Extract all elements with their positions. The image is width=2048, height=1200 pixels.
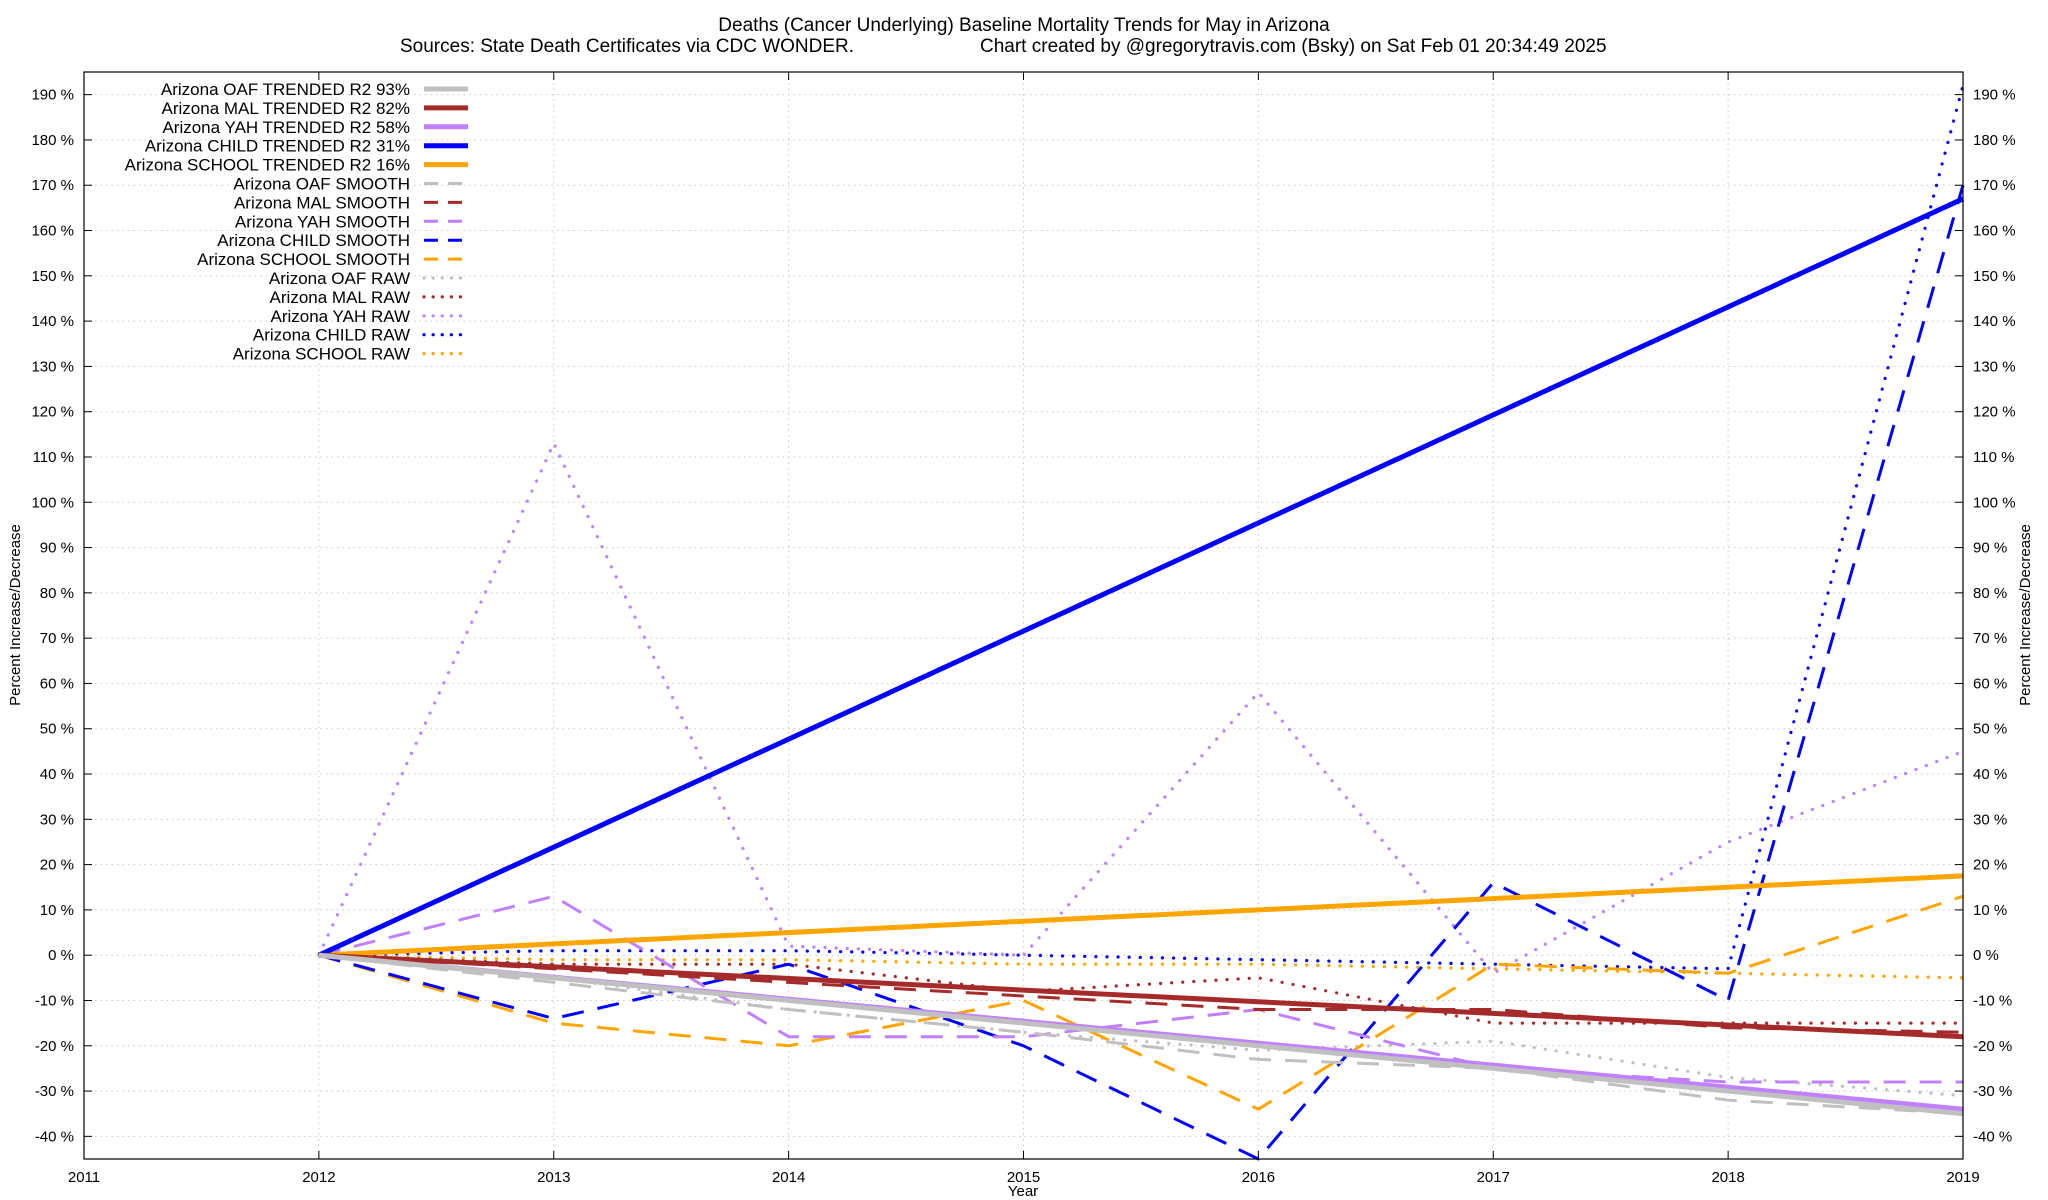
y-tick-label: 30 %: [40, 811, 74, 828]
y2-tick-label: 180 %: [1973, 132, 2016, 149]
chart-subtitle-left: Sources: State Death Certificates via CD…: [400, 36, 854, 57]
y2-tick-label: 30 %: [1973, 811, 2007, 828]
y2-tick-label: 0 %: [1973, 947, 1999, 964]
legend-label: Arizona CHILD TRENDED R2 31%: [145, 137, 410, 156]
y2-tick-label: 190 %: [1973, 87, 2016, 104]
x-tick-label: 2012: [302, 1169, 335, 1186]
y-tick-label: 130 %: [31, 358, 74, 375]
legend-label: Arizona SCHOOL RAW: [233, 345, 410, 364]
y2-tick-label: 20 %: [1973, 857, 2007, 874]
legend-label: Arizona CHILD RAW: [253, 326, 410, 345]
y-tick-label: 0 %: [48, 947, 74, 964]
legend-label: Arizona SCHOOL SMOOTH: [197, 250, 410, 269]
series-line-4: [317, 196, 1965, 958]
y2-tick-label: 160 %: [1973, 223, 2016, 240]
y-tick-label: 10 %: [40, 902, 74, 919]
series-line-2: [318, 952, 1964, 1040]
y2-tick-label: -10 %: [1973, 992, 2012, 1009]
y-axis-label: Percent Increase/Decrease: [7, 524, 24, 706]
legend: Arizona OAF TRENDED R2 93%Arizona MAL TR…: [125, 80, 470, 364]
legend-label: Arizona CHILD SMOOTH: [217, 231, 410, 250]
y-tick-label: 140 %: [31, 313, 74, 330]
y-tick-label: 100 %: [31, 494, 74, 511]
y2-tick-label: 70 %: [1973, 630, 2007, 647]
legend-label: Arizona MAL SMOOTH: [234, 193, 410, 212]
legend-label: Arizona YAH RAW: [270, 307, 410, 326]
x-tick-label: 2016: [1242, 1169, 1275, 1186]
y2-tick-label: 170 %: [1973, 177, 2016, 194]
y-tick-label: 20 %: [40, 857, 74, 874]
y2-tick-label: 110 %: [1973, 449, 2014, 466]
x-tick-label: 2019: [1946, 1169, 1979, 1186]
y2-tick-label: -30 %: [1973, 1083, 2012, 1100]
y-tick-label: 60 %: [40, 675, 74, 692]
y2-axis-label: Percent Increase/Decrease: [2017, 524, 2034, 706]
x-tick-label: 2017: [1477, 1169, 1510, 1186]
y-tick-label: 150 %: [31, 268, 74, 285]
x-axis-label: Year: [1008, 1183, 1038, 1200]
x-tick-label: 2013: [537, 1169, 570, 1186]
y-tick-label: 70 %: [40, 630, 74, 647]
y2-tick-label: -20 %: [1973, 1038, 2012, 1055]
y-tick-label: 180 %: [31, 132, 74, 149]
legend-label: Arizona OAF SMOOTH: [233, 175, 410, 194]
y-tick-label: -40 %: [35, 1128, 74, 1145]
ticks: 2011 2012 2013 2014 2015 2016 2017 2018 2019 -40 …: [31, 72, 2016, 1186]
x-tick-label: 2015: [1007, 1169, 1040, 1186]
y2-tick-label: 150 %: [1973, 268, 2016, 285]
chart-title: Deaths (Cancer Underlying) Baseline Mort…: [718, 15, 1330, 36]
y-tick-label: -10 %: [35, 992, 74, 1009]
legend-label: Arizona YAH TRENDED R2 58%: [162, 118, 410, 137]
series-line-10: [318, 894, 1964, 1111]
series-line-6: [318, 953, 1964, 1116]
y2-tick-label: 120 %: [1973, 404, 2016, 421]
y-tick-label: 110 %: [33, 449, 74, 466]
legend-label: Arizona OAF TRENDED R2 93%: [161, 80, 410, 99]
y2-tick-label: 10 %: [1973, 902, 2007, 919]
series-line-15: [317, 953, 1965, 980]
legend-label: Arizona YAH SMOOTH: [235, 212, 410, 231]
y2-tick-label: 90 %: [1973, 540, 2007, 557]
y-tick-label: 90 %: [40, 540, 74, 557]
y-tick-label: 170 %: [31, 177, 74, 194]
y2-tick-label: 130 %: [1973, 358, 2016, 375]
y-tick-label: 160 %: [31, 223, 74, 240]
y-tick-label: -30 %: [35, 1083, 74, 1100]
y-tick-label: 120 %: [31, 404, 74, 421]
series-line-14: [317, 83, 1965, 971]
y2-tick-label: 140 %: [1973, 313, 2016, 330]
y2-tick-label: -40 %: [1973, 1128, 2012, 1145]
legend-label: Arizona MAL TRENDED R2 82%: [162, 99, 410, 118]
series-line-13: [317, 441, 1965, 975]
y2-tick-label: 50 %: [1973, 721, 2007, 738]
y-tick-label: 50 %: [40, 721, 74, 738]
legend-label: Arizona SCHOOL TRENDED R2 16%: [125, 156, 410, 175]
y-tick-label: 80 %: [40, 585, 74, 602]
y2-tick-label: 60 %: [1973, 675, 2007, 692]
series-line-5: [318, 873, 1964, 958]
y2-tick-label: 40 %: [1973, 766, 2007, 783]
y-tick-label: 190 %: [31, 87, 74, 104]
series-line-11: [317, 953, 1965, 1098]
y-tick-label: -20 %: [35, 1038, 74, 1055]
x-tick-label: 2011: [68, 1169, 100, 1186]
x-tick-label: 2018: [1711, 1169, 1744, 1186]
series-line-1: [318, 952, 1964, 1117]
chart-subtitle-right: Chart created by @gregorytravis.com (Bsk…: [980, 36, 1607, 57]
x-tick-label: 2014: [772, 1169, 805, 1186]
series-layer: [317, 83, 1965, 1161]
y-tick-label: 40 %: [40, 766, 74, 783]
legend-label: Arizona OAF RAW: [269, 269, 410, 288]
y2-tick-label: 80 %: [1973, 585, 2007, 602]
legend-label: Arizona MAL RAW: [270, 288, 410, 307]
series-line-8: [318, 894, 1963, 1084]
y2-tick-label: 100 %: [1973, 494, 2016, 511]
